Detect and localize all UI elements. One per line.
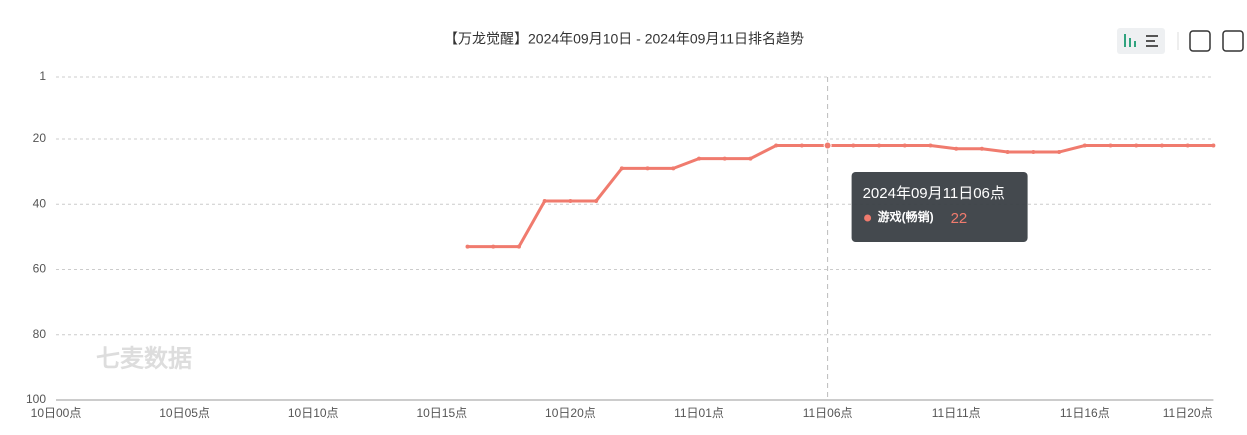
data-point (516, 244, 521, 249)
tooltip-series: 游戏(畅销) (878, 209, 934, 224)
tooltip-marker (864, 214, 872, 222)
data-point (954, 146, 959, 151)
data-point (465, 244, 470, 249)
data-point (1031, 150, 1036, 155)
y-tick-label: 20 (33, 131, 47, 145)
data-point (722, 156, 727, 161)
y-tick-label: 40 (33, 196, 47, 210)
toolbar[interactable] (1117, 28, 1244, 54)
data-point (928, 143, 933, 148)
view-toggle[interactable] (1117, 28, 1165, 54)
data-point (1185, 143, 1190, 148)
watermark: 七麦数据 (96, 345, 192, 372)
x-tick-label: 10日20点 (545, 406, 596, 420)
x-tick-label: 11日11点 (932, 406, 981, 420)
data-point (619, 166, 624, 171)
x-tick-label: 11日01点 (674, 406, 724, 420)
y-tick-label: 100 (26, 392, 46, 406)
y-tick-label: 1 (39, 69, 46, 83)
tooltip-value: 22 (951, 210, 968, 227)
data-point (1134, 143, 1139, 148)
x-tick-label: 10日00点 (31, 406, 82, 420)
data-point (697, 156, 701, 161)
chart-title: 【万龙觉醒】2024年09月10日 - 2024年09月11日排名趋势 (444, 31, 804, 47)
data-point (542, 198, 547, 203)
data-point (902, 143, 907, 148)
data-point (594, 198, 599, 203)
x-tick-label: 10日05点 (159, 406, 210, 420)
data-point (1005, 150, 1010, 155)
x-tick-label: 10日15点 (416, 406, 467, 420)
data-point (799, 143, 804, 148)
data-point (851, 143, 856, 148)
x-tick-label: 11日20点 (1163, 406, 1213, 420)
data-point (1082, 143, 1087, 148)
y-tick-label: 80 (33, 327, 47, 341)
data-point (1057, 150, 1062, 155)
data-point (645, 166, 650, 171)
data-point (774, 143, 779, 148)
data-point (823, 141, 832, 150)
tooltip-box (851, 172, 1028, 242)
download[interactable] (1222, 30, 1244, 52)
x-tick-label: 10日10点 (288, 406, 339, 420)
y-tick-label: 60 (33, 262, 47, 276)
data-point (1159, 143, 1164, 148)
x-tick-label: 11日06点 (803, 406, 853, 420)
data-point (748, 156, 753, 161)
data-point (1211, 143, 1216, 148)
tooltip-title: 2024年09月11日06点 (863, 185, 1005, 202)
data-point (979, 146, 984, 151)
data-point (491, 244, 496, 249)
data-point (1108, 143, 1113, 148)
data-point (877, 143, 882, 148)
series-line (467, 144, 1214, 249)
save-image[interactable] (1189, 30, 1211, 52)
data-point (568, 198, 573, 203)
data-point (671, 166, 676, 171)
x-tick-label: 11日16点 (1060, 406, 1110, 420)
